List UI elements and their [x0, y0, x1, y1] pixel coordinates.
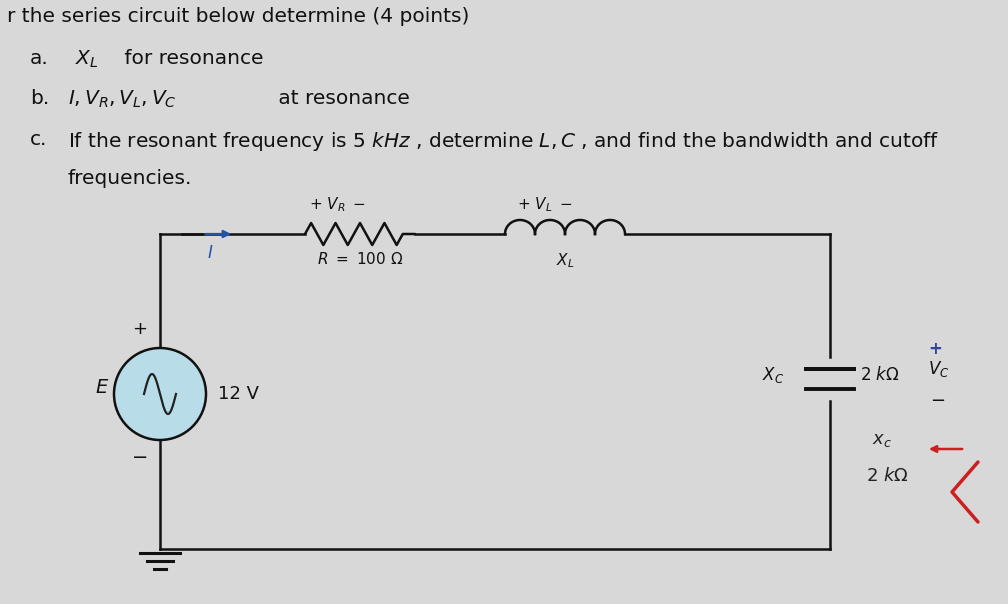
Text: c.: c. [30, 130, 47, 149]
Text: r the series circuit below determine (4 points): r the series circuit below determine (4 … [7, 7, 470, 26]
Text: I: I [208, 244, 213, 262]
Text: frequencies.: frequencies. [68, 169, 193, 188]
Text: If the resonant frequency is 5 $kHz$ , determine $L, C$ , and find the bandwidth: If the resonant frequency is 5 $kHz$ , d… [68, 130, 939, 153]
Text: $R\ =\ 100\ \Omega$: $R\ =\ 100\ \Omega$ [317, 251, 403, 267]
Text: a.: a. [30, 49, 48, 68]
Text: $X_L$: $X_L$ [75, 49, 99, 70]
Text: $2\ k\Omega$: $2\ k\Omega$ [866, 467, 909, 485]
Text: $+\ V_L\ -$: $+\ V_L\ -$ [517, 195, 573, 214]
Text: +: + [132, 320, 147, 338]
Text: $X_L$: $X_L$ [555, 251, 575, 270]
Text: 12 V: 12 V [218, 385, 259, 403]
Text: $2\ k\Omega$: $2\ k\Omega$ [860, 366, 900, 384]
Text: at resonance: at resonance [272, 89, 410, 108]
Text: −: − [930, 392, 946, 410]
Text: $x_c$: $x_c$ [872, 431, 892, 449]
Text: −: − [132, 448, 148, 467]
Text: $+\ V_R\ -$: $+\ V_R\ -$ [309, 195, 367, 214]
Text: b.: b. [30, 89, 49, 108]
Text: E: E [95, 379, 108, 397]
Text: $I, V_R, V_L, V_C$: $I, V_R, V_L, V_C$ [68, 89, 176, 111]
Text: for resonance: for resonance [118, 49, 263, 68]
Circle shape [114, 348, 206, 440]
Text: $V_C$: $V_C$ [928, 359, 950, 379]
Text: +: + [928, 340, 941, 358]
Text: $X_C$: $X_C$ [762, 365, 784, 385]
